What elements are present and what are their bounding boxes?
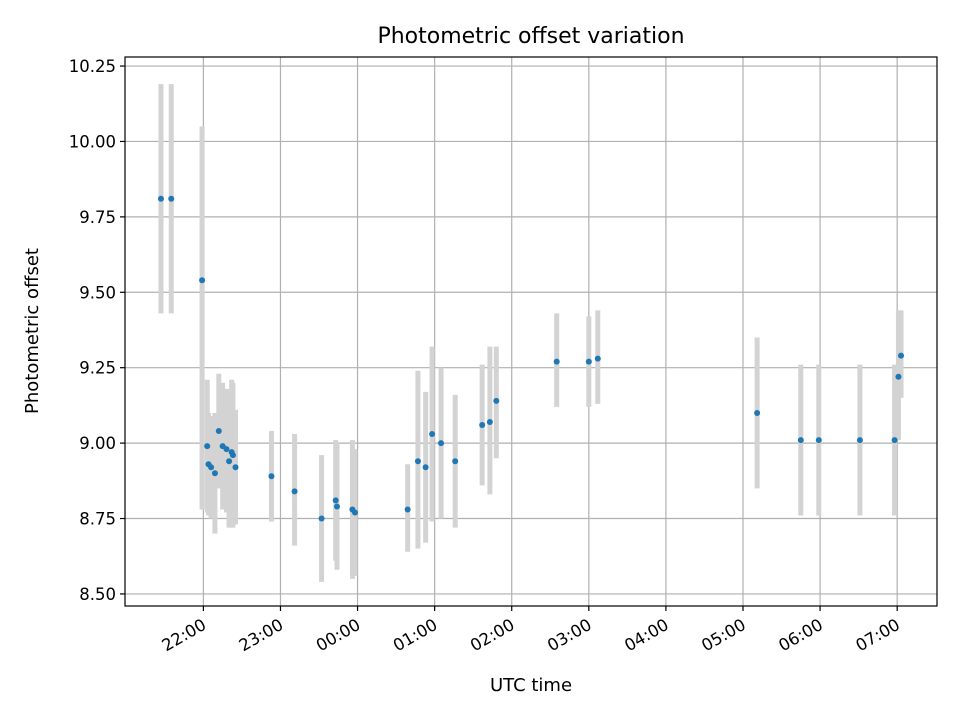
data-point: [208, 464, 215, 471]
data-points: [157, 195, 905, 522]
data-point: [199, 277, 206, 284]
y-tick-label: 9.25: [79, 359, 116, 378]
y-axis-ticks: 8.50 8.75 9.00 9.25 9.50 9.75 10.00 10.25: [69, 57, 125, 604]
y-tick-label: 10.25: [69, 57, 116, 76]
y-tick-label: 10.00: [69, 132, 116, 151]
data-point: [553, 358, 560, 365]
data-point: [898, 352, 905, 359]
data-point: [895, 373, 902, 380]
data-point: [493, 397, 500, 404]
y-tick-label: 9.50: [79, 283, 116, 302]
data-point: [585, 358, 592, 365]
data-point: [452, 458, 459, 465]
data-point: [797, 437, 804, 444]
data-point: [414, 458, 421, 465]
data-point: [594, 355, 601, 362]
data-point: [333, 503, 340, 510]
data-point: [351, 509, 358, 516]
data-point: [318, 515, 325, 522]
data-point: [168, 195, 175, 202]
data-point: [229, 452, 236, 459]
x-axis-label: UTC time: [490, 675, 572, 696]
data-point: [291, 488, 298, 495]
data-point: [268, 473, 275, 480]
data-point: [157, 195, 164, 202]
data-point: [815, 437, 822, 444]
data-point: [404, 506, 411, 513]
data-point: [232, 464, 239, 471]
data-point: [479, 422, 486, 429]
data-point: [891, 437, 898, 444]
data-point: [422, 464, 429, 471]
data-point: [226, 458, 233, 465]
chart-title: Photometric offset variation: [377, 24, 684, 49]
data-point: [438, 440, 445, 447]
data-point: [429, 431, 436, 438]
y-tick-label: 8.75: [79, 510, 116, 529]
y-tick-label: 8.50: [79, 585, 116, 604]
y-axis-label: Photometric offset: [22, 248, 43, 414]
data-point: [332, 497, 339, 504]
y-tick-label: 9.00: [79, 434, 116, 453]
data-point: [486, 418, 493, 425]
data-point: [211, 470, 218, 477]
data-point: [204, 443, 211, 450]
data-point: [856, 437, 863, 444]
data-point: [223, 446, 230, 453]
data-point: [754, 409, 761, 416]
data-point: [215, 428, 222, 435]
axes-frame: [124, 56, 938, 607]
y-tick-label: 9.75: [79, 208, 116, 227]
